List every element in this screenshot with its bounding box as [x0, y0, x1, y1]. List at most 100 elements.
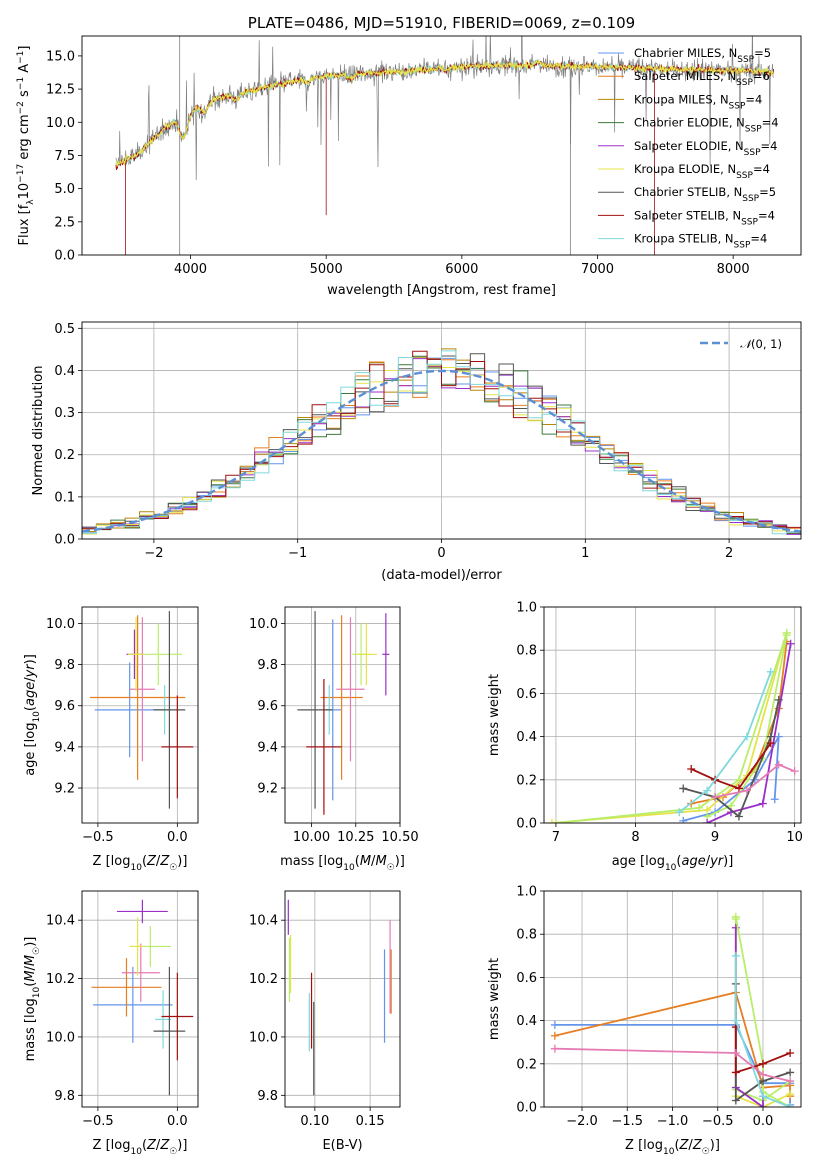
- series-marker: [731, 951, 740, 960]
- series-marker: [547, 819, 556, 823]
- y-tick-label: 10.4: [46, 914, 75, 929]
- series-marker: [551, 819, 560, 823]
- y-tick-label: 0.8: [516, 644, 537, 659]
- observed-spectrum-line: [115, 36, 774, 181]
- series-marker: [742, 732, 751, 741]
- series-marker: [786, 1103, 795, 1107]
- residual-histogram: [82, 350, 801, 535]
- series-marker: [742, 786, 751, 795]
- legend-label: Chabrier MILES, NSSP=5: [634, 46, 771, 65]
- series-marker: [679, 816, 688, 823]
- mass_vs_z-x-label: Z [log10(Z/Z☉)]: [93, 1138, 188, 1157]
- y-tick-label: 0.3: [54, 406, 75, 421]
- series-marker: [774, 732, 783, 741]
- y-tick-label: 10.2: [46, 972, 75, 987]
- x-tick-label: 0: [437, 546, 445, 561]
- plot-area: [82, 348, 801, 535]
- y-tick-label: 10.0: [46, 617, 75, 632]
- x-tick-label: −0.5: [702, 1114, 734, 1129]
- series-marker: [731, 1016, 740, 1025]
- x-tick-label: −1.5: [611, 1114, 643, 1129]
- legend-label: Salpeter STELIB, NSSP=4: [634, 208, 775, 227]
- legend-label: Salpeter MILES, NSSP=6: [634, 69, 770, 88]
- x-tick-label: −2.0: [566, 1114, 598, 1129]
- x-tick-label: 7: [552, 830, 560, 845]
- y-tick-label: 0.8: [516, 928, 537, 943]
- series-marker: [550, 1031, 559, 1040]
- series-marker: [734, 775, 743, 784]
- y-tick-label: 9.8: [54, 658, 75, 673]
- mass_weight_vs_age-y-label: mass weight: [487, 674, 502, 756]
- x-tick-label: 1: [581, 546, 589, 561]
- legend-label: Chabrier STELIB, NSSP=5: [634, 185, 776, 204]
- y-tick-label: 12.5: [46, 83, 75, 98]
- x-tick-label: 8: [631, 830, 639, 845]
- y-tick-label: 9.6: [257, 699, 278, 714]
- y-tick-label: 1.0: [516, 601, 537, 616]
- series-marker: [758, 1103, 767, 1107]
- x-tick-label: 10.25: [337, 830, 374, 845]
- x-tick-label: −1.0: [657, 1114, 689, 1129]
- age-vs-metallicity-panel: −0.5 0.0 9.2 9.4 9.6 9.8 10.0 Z [log10(Z/Z☉)] ag…: [23, 606, 199, 873]
- y-tick-label: 0.0: [54, 533, 75, 548]
- y-tick-label: 10.0: [46, 1030, 75, 1045]
- x-tick-label: 4000: [174, 262, 207, 277]
- x-tick-label: −0.5: [82, 1114, 114, 1129]
- x-tick-label: −2: [144, 546, 163, 561]
- y-tick-label: 0.0: [516, 1101, 537, 1116]
- y-tick-label: 9.2: [54, 782, 75, 797]
- plot-frame: [284, 606, 401, 824]
- series-marker: [786, 1090, 795, 1099]
- y-tick-label: 0.2: [54, 448, 75, 463]
- series-marker: [550, 1020, 559, 1029]
- series-marker: [731, 1068, 740, 1077]
- normal-curve: [82, 369, 801, 533]
- plot-area: [287, 899, 392, 1096]
- series-marker: [786, 1068, 795, 1077]
- mass_vs_ebv-x-label: E(B-V): [322, 1138, 362, 1153]
- y-tick-label: 0.4: [516, 730, 537, 745]
- plot-frame: [81, 35, 802, 256]
- mass-weight-series: [706, 643, 792, 823]
- series-marker: [758, 799, 767, 808]
- x-tick-label: 0.15: [356, 1114, 385, 1129]
- y-tick-label: 7.5: [54, 149, 75, 164]
- mass-vs-ebv-panel: 0.10 0.15 9.8 10.0 10.2 10.4 E(B-V): [249, 890, 401, 1153]
- x-tick-label: −0.5: [82, 830, 114, 845]
- series-marker: [766, 667, 775, 676]
- series-marker: [758, 1059, 767, 1068]
- model-spectrum-line: [115, 59, 774, 167]
- x-tick-label: 9: [711, 830, 719, 845]
- mass-weight-series: [734, 955, 791, 1107]
- y-tick-label: 5.0: [54, 182, 75, 197]
- series-marker: [758, 1070, 767, 1079]
- residuals-panel: −2 −1 0 1 2 0.0 0.1 0.2 0.3 0.4 0.5 (data-model)/er…: [31, 321, 802, 583]
- y-tick-label: 9.8: [54, 1089, 75, 1104]
- age_vs_z-y-label: age [log10(age/yr)]: [23, 654, 42, 776]
- mass-vs-metallicity-panel: −0.5 0.0 9.8 10.0 10.2 10.4 Z [log10(Z/Z☉)] mas…: [23, 890, 199, 1157]
- series-marker: [731, 1096, 740, 1105]
- series-marker: [711, 793, 720, 802]
- legend-label: Chabrier ELODIE, NSSP=4: [634, 116, 779, 135]
- y-tick-label: 0.1: [54, 490, 75, 505]
- y-tick-label: 9.2: [257, 782, 278, 797]
- x-tick-label: 0.0: [753, 1114, 774, 1129]
- y-tick-label: 0.6: [516, 971, 537, 986]
- x-tick-label: 10: [786, 830, 803, 845]
- mass-weight-series: [706, 634, 788, 818]
- mass-weight-series: [554, 1047, 791, 1082]
- x-tick-label: 8000: [717, 262, 750, 277]
- series-marker: [703, 786, 712, 795]
- x-tick-label: 6000: [445, 262, 478, 277]
- plot-area: [91, 899, 194, 1096]
- spectrum-title: PLATE=0486, MJD=51910, FIBERID=0069, z=0…: [248, 14, 635, 32]
- x-tick-label: 10.50: [381, 830, 418, 845]
- series-marker: [731, 1049, 740, 1057]
- x-tick-label: 7000: [581, 262, 614, 277]
- spectrum-y-label: Flux [fλ10−17 erg cm−2 s−1 A−1]: [16, 46, 36, 246]
- plot-frame: [284, 890, 401, 1108]
- x-tick-label: −1: [288, 546, 307, 561]
- legend-label: 𝒩(0, 1): [740, 337, 782, 351]
- mass-weight-series: [734, 927, 764, 1107]
